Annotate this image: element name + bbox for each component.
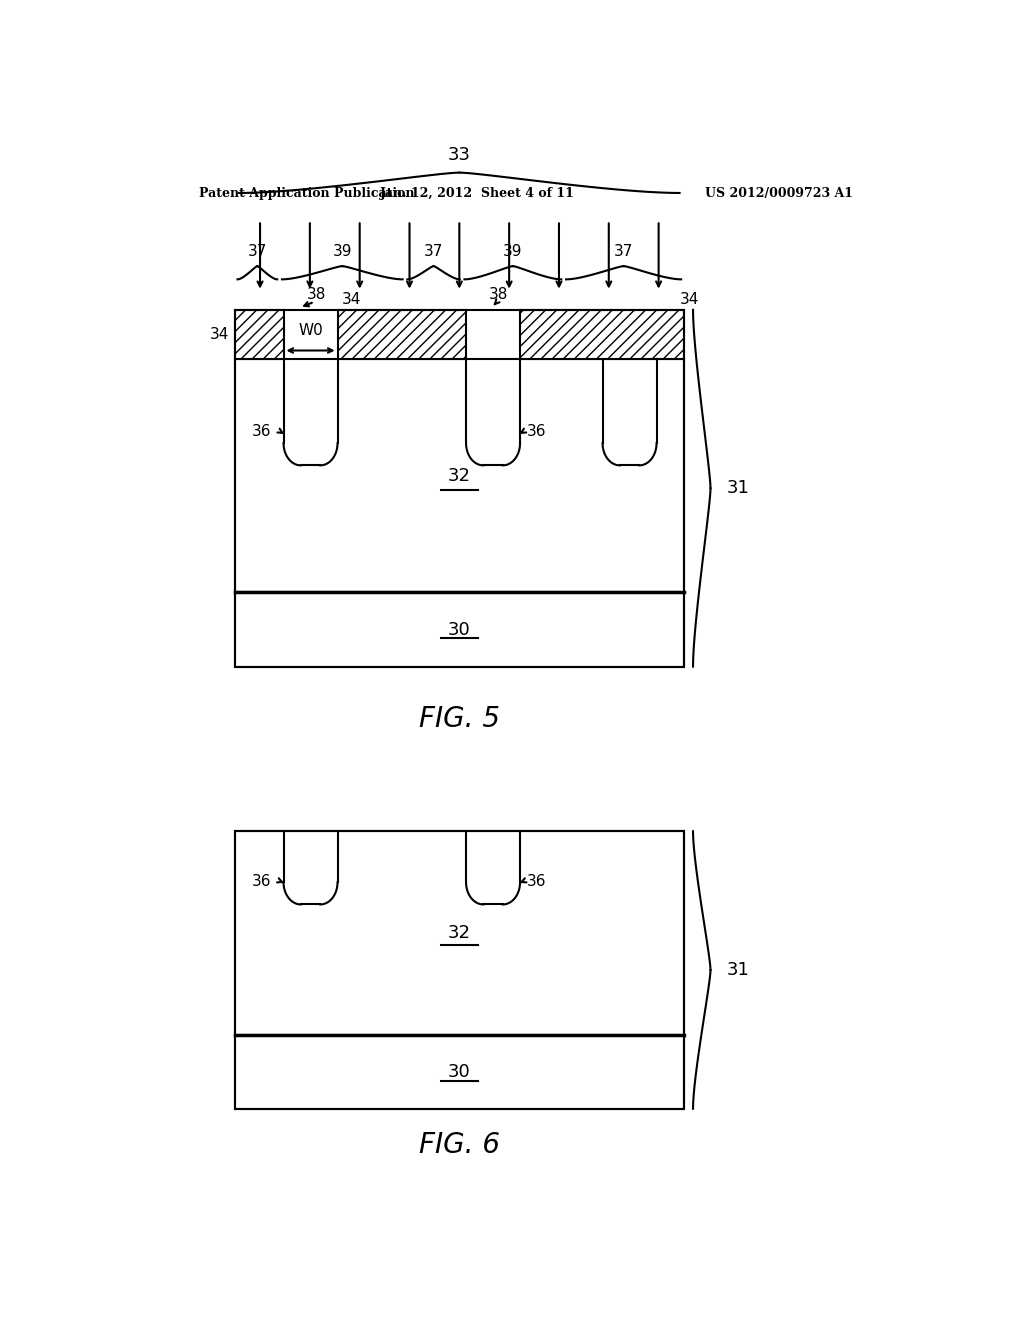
Polygon shape: [236, 832, 684, 1035]
Text: US 2012/0009723 A1: US 2012/0009723 A1: [705, 187, 853, 201]
Polygon shape: [338, 310, 466, 359]
Text: 32: 32: [447, 924, 471, 942]
Text: 37: 37: [248, 244, 267, 259]
Text: 36: 36: [526, 424, 546, 438]
Text: 37: 37: [424, 244, 443, 259]
Text: 39: 39: [333, 244, 352, 259]
Text: Jan. 12, 2012  Sheet 4 of 11: Jan. 12, 2012 Sheet 4 of 11: [380, 187, 574, 201]
Text: FIG. 6: FIG. 6: [419, 1131, 500, 1159]
Polygon shape: [236, 310, 284, 359]
Text: 30: 30: [447, 1063, 471, 1081]
Text: 38: 38: [306, 286, 326, 302]
Text: 36: 36: [252, 874, 271, 888]
Polygon shape: [236, 593, 684, 667]
Text: Patent Application Publication: Patent Application Publication: [200, 187, 415, 201]
Text: FIG. 5: FIG. 5: [419, 705, 500, 733]
Text: 39: 39: [503, 244, 522, 259]
Text: W0: W0: [298, 323, 323, 338]
Text: 34: 34: [210, 327, 228, 342]
Text: 36: 36: [526, 874, 546, 888]
Polygon shape: [236, 1035, 684, 1109]
Text: 38: 38: [489, 286, 509, 302]
Text: 34: 34: [341, 292, 360, 306]
Text: 31: 31: [727, 479, 750, 498]
Text: 37: 37: [614, 244, 633, 259]
Polygon shape: [520, 310, 684, 359]
Text: 34: 34: [680, 292, 699, 306]
Text: 30: 30: [447, 620, 471, 639]
Polygon shape: [236, 359, 684, 593]
Text: 31: 31: [727, 961, 750, 979]
Text: 32: 32: [447, 466, 471, 484]
Text: 33: 33: [447, 147, 471, 165]
Text: 36: 36: [252, 424, 271, 438]
